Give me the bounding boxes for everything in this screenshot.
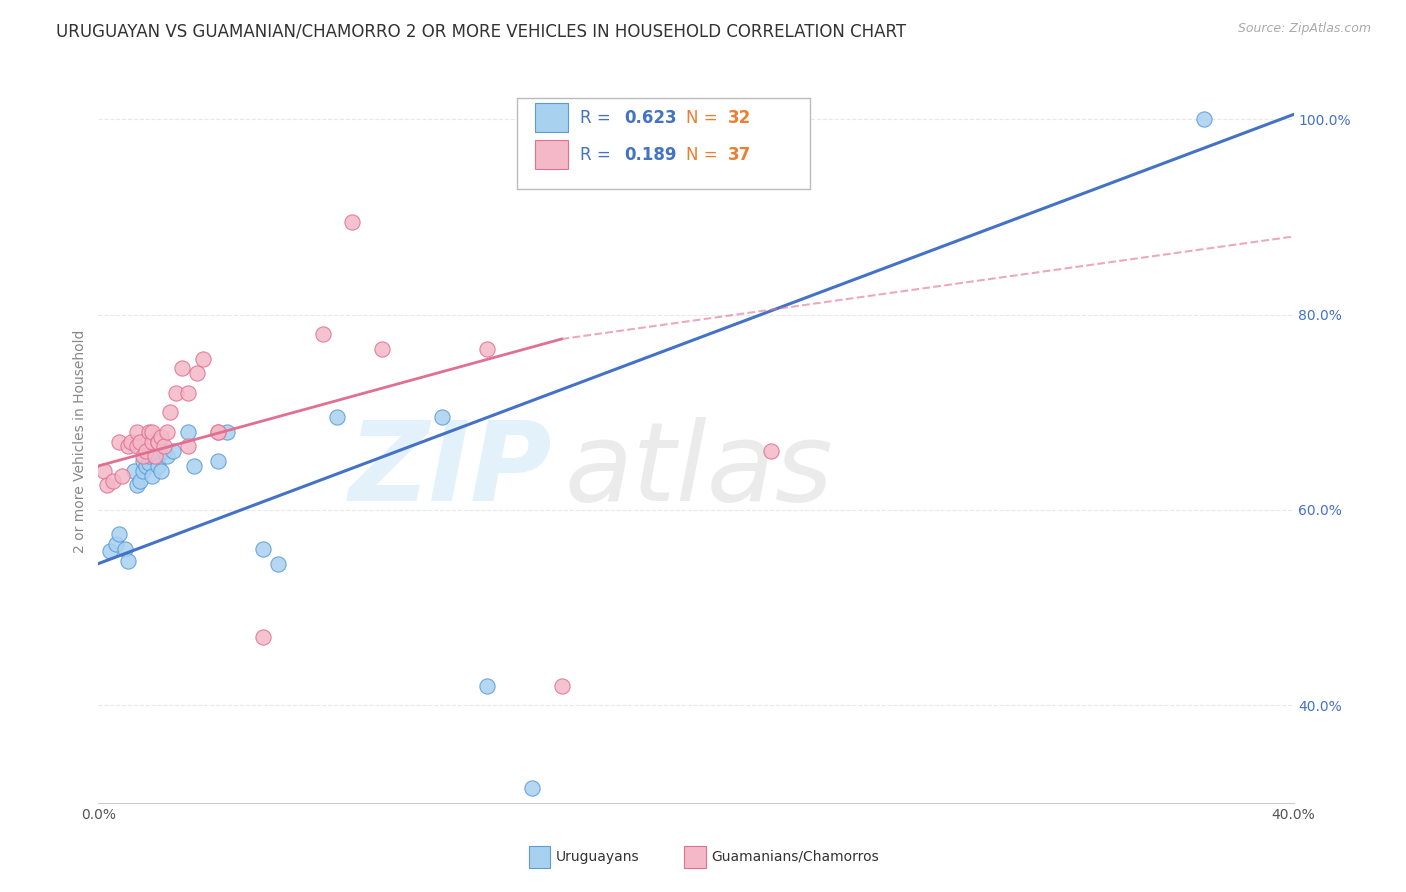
Point [177, 385, 200, 400]
Point [153, 439, 176, 453]
Point [135, 444, 157, 458]
Point [129, 474, 152, 488]
FancyBboxPatch shape [534, 103, 568, 132]
Y-axis label: 2 or more Vehicles in Household: 2 or more Vehicles in Household [73, 330, 87, 553]
Point [111, 468, 134, 483]
Point [127, 439, 149, 453]
Point [129, 434, 152, 449]
Point [172, 361, 194, 376]
Point [311, 327, 333, 342]
Point [207, 425, 229, 439]
Point [124, 464, 146, 478]
Point [326, 410, 349, 425]
Point [117, 439, 139, 453]
FancyBboxPatch shape [517, 98, 810, 189]
Point [207, 425, 229, 439]
Point [148, 434, 170, 449]
FancyBboxPatch shape [529, 847, 550, 868]
Text: 0.189: 0.189 [624, 145, 676, 164]
Point [108, 527, 131, 541]
Text: ZIP: ZIP [349, 417, 553, 524]
Point [186, 366, 208, 380]
Text: 32: 32 [728, 109, 751, 127]
Text: Source: ZipAtlas.com: Source: ZipAtlas.com [1237, 22, 1371, 36]
Point [183, 458, 205, 473]
Point [143, 449, 166, 463]
Text: Uruguayans: Uruguayans [557, 850, 640, 864]
Point [550, 679, 572, 693]
Point [143, 449, 166, 463]
Point [252, 630, 274, 644]
Point [191, 351, 214, 366]
Text: N =: N = [686, 109, 723, 127]
Point [114, 541, 136, 556]
Point [108, 434, 131, 449]
Text: 0.623: 0.623 [624, 109, 676, 127]
Text: atlas: atlas [565, 417, 834, 524]
Text: R =: R = [581, 109, 616, 127]
Point [1192, 112, 1215, 127]
Point [132, 454, 155, 468]
Text: 37: 37 [728, 145, 751, 164]
Point [153, 444, 176, 458]
Point [141, 434, 163, 449]
Point [141, 425, 163, 439]
Point [132, 464, 155, 478]
Point [162, 444, 184, 458]
Point [96, 478, 118, 492]
Point [135, 458, 157, 473]
Point [120, 434, 142, 449]
Point [177, 425, 200, 439]
Point [165, 385, 187, 400]
Text: N =: N = [686, 145, 723, 164]
Text: URUGUAYAN VS GUAMANIAN/CHAMORRO 2 OR MORE VEHICLES IN HOUSEHOLD CORRELATION CHAR: URUGUAYAN VS GUAMANIAN/CHAMORRO 2 OR MOR… [56, 22, 907, 40]
Point [177, 439, 200, 453]
Point [156, 449, 179, 463]
Point [252, 541, 274, 556]
Point [148, 458, 170, 473]
Point [342, 215, 364, 229]
Point [371, 342, 394, 356]
Point [150, 430, 173, 444]
Point [127, 478, 149, 492]
Point [475, 342, 498, 356]
Point [141, 468, 163, 483]
Point [105, 537, 128, 551]
Point [93, 464, 115, 478]
Point [159, 405, 181, 419]
Point [475, 679, 498, 693]
Point [207, 454, 229, 468]
Point [148, 434, 170, 449]
Point [103, 474, 125, 488]
Text: R =: R = [581, 145, 616, 164]
Point [117, 554, 139, 568]
Point [138, 425, 160, 439]
Point [156, 425, 179, 439]
Point [98, 544, 122, 558]
Point [132, 449, 155, 463]
Text: Guamanians/Chamorros: Guamanians/Chamorros [711, 850, 879, 864]
Point [138, 449, 160, 463]
Point [150, 464, 173, 478]
Point [430, 410, 453, 425]
FancyBboxPatch shape [534, 140, 568, 169]
Point [267, 557, 290, 571]
Point [127, 425, 149, 439]
Point [215, 425, 238, 439]
Point [759, 444, 782, 458]
Point [148, 449, 170, 463]
Point [138, 456, 160, 470]
Point [520, 781, 543, 796]
FancyBboxPatch shape [685, 847, 706, 868]
